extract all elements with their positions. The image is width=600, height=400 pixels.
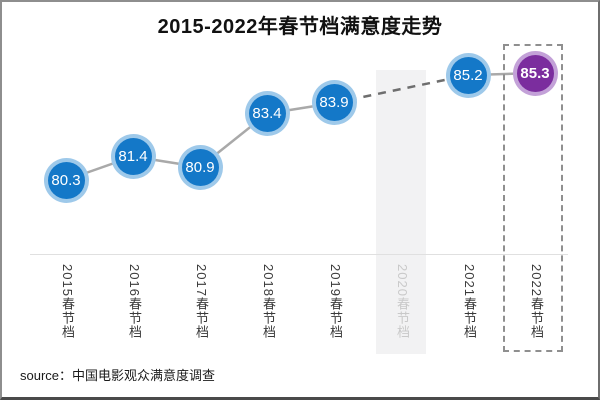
x-label-2022: 2022春节档 xyxy=(529,264,544,339)
data-point-2022: 85.3 xyxy=(516,54,554,92)
x-axis-line xyxy=(30,254,568,255)
connector-dashed-segment xyxy=(333,73,469,105)
data-point-2017: 80.9 xyxy=(181,148,219,186)
data-point-2018: 83.4 xyxy=(248,95,286,133)
highlight-box-2022 xyxy=(503,44,563,352)
x-label-2015: 2015春节档 xyxy=(60,264,75,339)
source-caption: source：中国电影观众满意度调查 xyxy=(20,368,216,383)
x-label-2019: 2019春节档 xyxy=(328,264,343,339)
x-label-2016: 2016春节档 xyxy=(127,264,142,339)
data-point-2019: 83.9 xyxy=(315,84,353,122)
chart-title: 2015-2022年春节档满意度走势 xyxy=(157,16,443,38)
data-point-2015: 80.3 xyxy=(47,161,85,199)
x-label-2021: 2021春节档 xyxy=(462,264,477,339)
x-label-2017: 2017春节档 xyxy=(194,264,209,339)
data-point-2021: 85.2 xyxy=(449,56,487,94)
x-label-2018: 2018春节档 xyxy=(261,264,276,339)
covid-gap-band-2020 xyxy=(376,70,426,354)
data-point-2016: 81.4 xyxy=(114,137,152,175)
x-label-2020: 2020春节档 xyxy=(395,264,410,339)
